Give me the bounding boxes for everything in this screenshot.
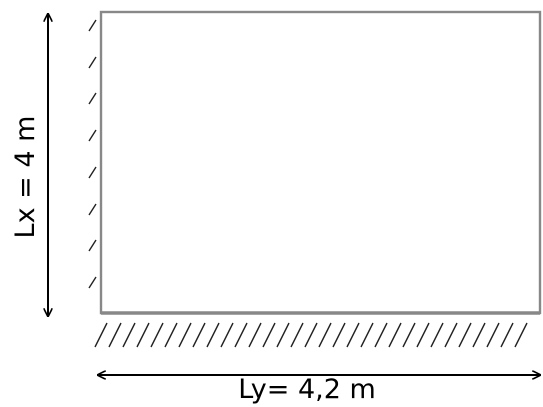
- hatch-mark: [360, 322, 374, 348]
- hatch-mark: [88, 19, 97, 32]
- hatch-mark: [150, 322, 164, 348]
- hatch-mark: [220, 322, 234, 348]
- hatch-mark: [332, 322, 346, 348]
- hatch-mark: [164, 322, 178, 348]
- hatch-mark: [122, 322, 136, 348]
- hatch-mark: [458, 322, 472, 348]
- hatch-mark: [346, 322, 360, 348]
- hatch-mark: [178, 322, 192, 348]
- hatch-mark: [108, 322, 122, 348]
- left-support-hatching: [88, 19, 97, 289]
- hatch-mark: [88, 56, 97, 69]
- lx-label: Lx = 4 m: [10, 116, 41, 239]
- hatch-mark: [88, 203, 97, 216]
- hatch-mark: [430, 322, 444, 348]
- hatch-mark: [206, 322, 220, 348]
- hatch-mark: [248, 322, 262, 348]
- hatch-mark: [88, 276, 97, 289]
- hatch-mark: [416, 322, 430, 348]
- hatch-mark: [500, 322, 514, 348]
- hatch-mark: [444, 322, 458, 348]
- hatch-mark: [234, 322, 248, 348]
- hatch-mark: [486, 322, 500, 348]
- hatch-mark: [388, 322, 402, 348]
- hatch-mark: [262, 322, 276, 348]
- hatch-mark: [136, 322, 150, 348]
- hatch-mark: [514, 322, 528, 348]
- hatch-mark: [472, 322, 486, 348]
- hatch-mark: [276, 322, 290, 348]
- hatch-mark: [192, 322, 206, 348]
- hatch-mark: [374, 322, 388, 348]
- hatch-mark: [94, 322, 108, 348]
- hatch-mark: [88, 166, 97, 179]
- hatch-mark: [88, 92, 97, 105]
- hatch-mark: [290, 322, 304, 348]
- hatch-mark: [402, 322, 416, 348]
- hatch-mark: [304, 322, 318, 348]
- bottom-support-hatching: [94, 322, 528, 348]
- hatch-mark: [318, 322, 332, 348]
- ly-label: Ly= 4,2 m: [238, 374, 376, 405]
- hatch-mark: [88, 129, 97, 142]
- slab-panel: [99, 10, 542, 315]
- hatch-mark: [88, 239, 97, 252]
